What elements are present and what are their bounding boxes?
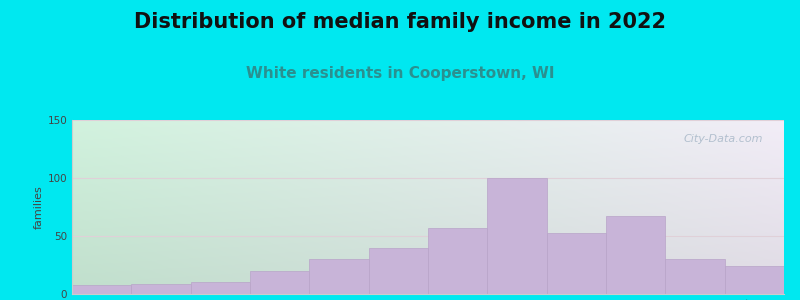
- Bar: [487, 178, 546, 294]
- Bar: [666, 259, 725, 294]
- Bar: [131, 284, 190, 294]
- Bar: [428, 228, 487, 294]
- Bar: [250, 271, 310, 294]
- Bar: [546, 232, 606, 294]
- Bar: [725, 266, 784, 294]
- Text: White residents in Cooperstown, WI: White residents in Cooperstown, WI: [246, 66, 554, 81]
- Bar: [369, 248, 428, 294]
- Text: City-Data.com: City-Data.com: [683, 134, 762, 144]
- Y-axis label: families: families: [34, 185, 43, 229]
- Bar: [190, 282, 250, 294]
- Bar: [72, 285, 131, 294]
- Text: Distribution of median family income in 2022: Distribution of median family income in …: [134, 12, 666, 32]
- Bar: [310, 259, 369, 294]
- Bar: [606, 216, 666, 294]
